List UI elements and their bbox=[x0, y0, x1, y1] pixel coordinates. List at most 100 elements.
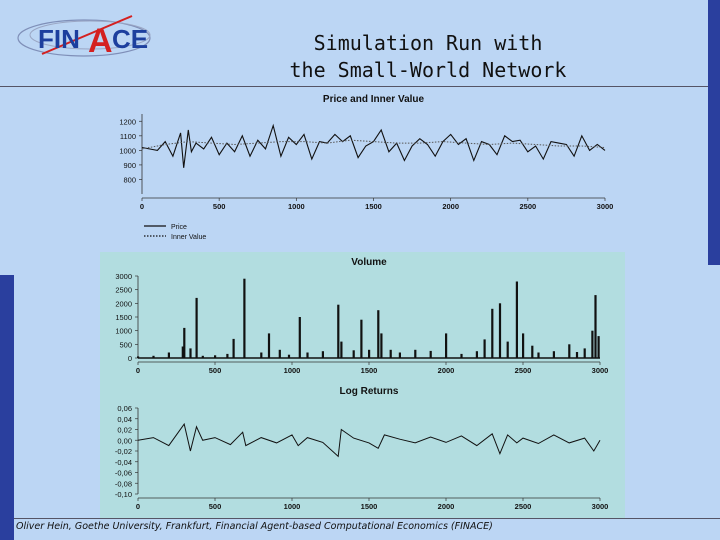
volume-bar bbox=[201, 355, 204, 358]
volume-bar bbox=[267, 333, 271, 358]
series-line-price bbox=[141, 123, 606, 168]
y-tick-label: 800 bbox=[123, 175, 136, 184]
y-tick-label: 2500 bbox=[115, 286, 132, 295]
y-tick-label: -0,06 bbox=[115, 469, 132, 478]
x-tick-label: 1500 bbox=[361, 502, 378, 511]
finace-logo: FIN A CE bbox=[17, 15, 151, 60]
volume-bar bbox=[475, 351, 478, 358]
volume-bar bbox=[340, 341, 343, 358]
volume-bar bbox=[321, 351, 324, 358]
y-tick-label: 1200 bbox=[119, 117, 136, 126]
volume-bar bbox=[483, 339, 486, 358]
volume-bar bbox=[298, 317, 301, 358]
y-tick-label: -0,10 bbox=[115, 490, 132, 499]
volume-bar bbox=[226, 353, 229, 358]
volume-bar bbox=[214, 355, 217, 358]
x-tick-label: 1500 bbox=[361, 366, 378, 375]
y-tick-label: 0,06 bbox=[117, 404, 132, 413]
volume-bar bbox=[152, 355, 155, 358]
chart-title-1: Volume bbox=[351, 257, 387, 268]
chart-title-2: Log Returns bbox=[340, 386, 399, 397]
right-accent-bar bbox=[708, 0, 720, 265]
volume-bar bbox=[552, 351, 555, 358]
chart-title-0: Price and Inner Value bbox=[323, 94, 425, 105]
left-accent-bar bbox=[0, 275, 14, 540]
slide-footer: Oliver Hein, Goethe University, Frankfur… bbox=[16, 521, 493, 532]
x-tick-label: 1000 bbox=[288, 202, 305, 211]
y-tick-label: 3000 bbox=[115, 272, 132, 281]
x-tick-label: 500 bbox=[209, 366, 222, 375]
y-tick-label: 500 bbox=[119, 340, 132, 349]
x-tick-label: 500 bbox=[213, 202, 226, 211]
y-tick-label: 900 bbox=[123, 161, 136, 170]
series-line-log-returns bbox=[137, 422, 601, 458]
x-tick-label: 0 bbox=[136, 366, 140, 375]
volume-bar bbox=[278, 349, 281, 358]
logo-text-right: CE bbox=[112, 24, 148, 54]
volume-bar bbox=[575, 352, 579, 358]
y-tick-label: 1500 bbox=[115, 313, 132, 322]
volume-bar bbox=[537, 352, 540, 358]
x-tick-label: 500 bbox=[209, 502, 222, 511]
volume-bar bbox=[380, 333, 383, 358]
volume-bar bbox=[491, 308, 494, 358]
y-tick-label: 0,00 bbox=[117, 436, 132, 445]
volume-bar bbox=[181, 346, 184, 358]
volume-bar bbox=[189, 348, 192, 358]
volume-returns-panel: Volume 0 500 1000 1500 2000 2500 3000 0 500 1000 15… bbox=[100, 252, 625, 518]
logo-text-a: A bbox=[88, 22, 113, 60]
volume-bar bbox=[306, 352, 309, 358]
volume-bar bbox=[243, 278, 246, 358]
x-tick-label: 2500 bbox=[519, 202, 536, 211]
x-tick-label: 2000 bbox=[438, 502, 455, 511]
x-tick-label: 2000 bbox=[442, 202, 459, 211]
legend-entry: Inner Value bbox=[171, 234, 206, 241]
y-tick-label: -0,04 bbox=[115, 458, 132, 467]
chart-panel-background bbox=[100, 252, 625, 518]
volume-bar bbox=[377, 310, 380, 358]
volume-bar bbox=[368, 349, 371, 358]
slide-title-line-2: the Small-World Network bbox=[289, 58, 567, 82]
x-tick-label: 3000 bbox=[597, 202, 614, 211]
slide-title: Simulation Run with the Small-World Netw… bbox=[250, 30, 606, 84]
y-tick-label: 0 bbox=[128, 354, 132, 363]
volume-bar bbox=[195, 297, 198, 358]
series-line-inner-value bbox=[141, 139, 606, 150]
volume-bar bbox=[232, 338, 235, 358]
volume-bar bbox=[522, 333, 525, 358]
x-tick-label: 3000 bbox=[592, 366, 609, 375]
volume-bar bbox=[389, 349, 392, 358]
volume-bar bbox=[498, 303, 502, 358]
volume-bar bbox=[591, 330, 594, 358]
x-tick-label: 3000 bbox=[592, 502, 609, 511]
volume-bar bbox=[429, 350, 432, 358]
title-divider bbox=[0, 86, 708, 87]
volume-bar bbox=[137, 356, 140, 358]
y-tick-label: 1000 bbox=[119, 146, 136, 155]
volume-bar bbox=[445, 333, 448, 358]
volume-bar bbox=[287, 354, 291, 358]
x-tick-label: 1500 bbox=[365, 202, 382, 211]
volume-bar bbox=[183, 327, 186, 358]
y-tick-label: 0,02 bbox=[117, 426, 132, 435]
volume-bar bbox=[568, 344, 571, 358]
y-tick-label: 1100 bbox=[120, 132, 136, 141]
x-tick-label: 2500 bbox=[515, 366, 532, 375]
x-tick-label: 0 bbox=[136, 502, 140, 511]
volume-bar bbox=[337, 304, 340, 358]
slide-title-line-1: Simulation Run with bbox=[313, 31, 543, 55]
y-tick-label: -0,02 bbox=[115, 447, 132, 456]
y-tick-label: 0,04 bbox=[117, 415, 132, 424]
volume-bar bbox=[506, 341, 509, 358]
volume-bar bbox=[531, 345, 534, 358]
volume-bar bbox=[360, 319, 363, 358]
x-tick-label: 2500 bbox=[515, 502, 532, 511]
volume-bar bbox=[260, 352, 263, 358]
legend-entry: Price bbox=[171, 224, 187, 231]
volume-bar bbox=[352, 350, 355, 358]
y-tick-label: 1000 bbox=[115, 327, 132, 336]
footer-divider bbox=[14, 518, 720, 519]
volume-bar bbox=[594, 295, 597, 358]
x-tick-label: 0 bbox=[140, 202, 144, 211]
volume-bar bbox=[398, 352, 401, 358]
